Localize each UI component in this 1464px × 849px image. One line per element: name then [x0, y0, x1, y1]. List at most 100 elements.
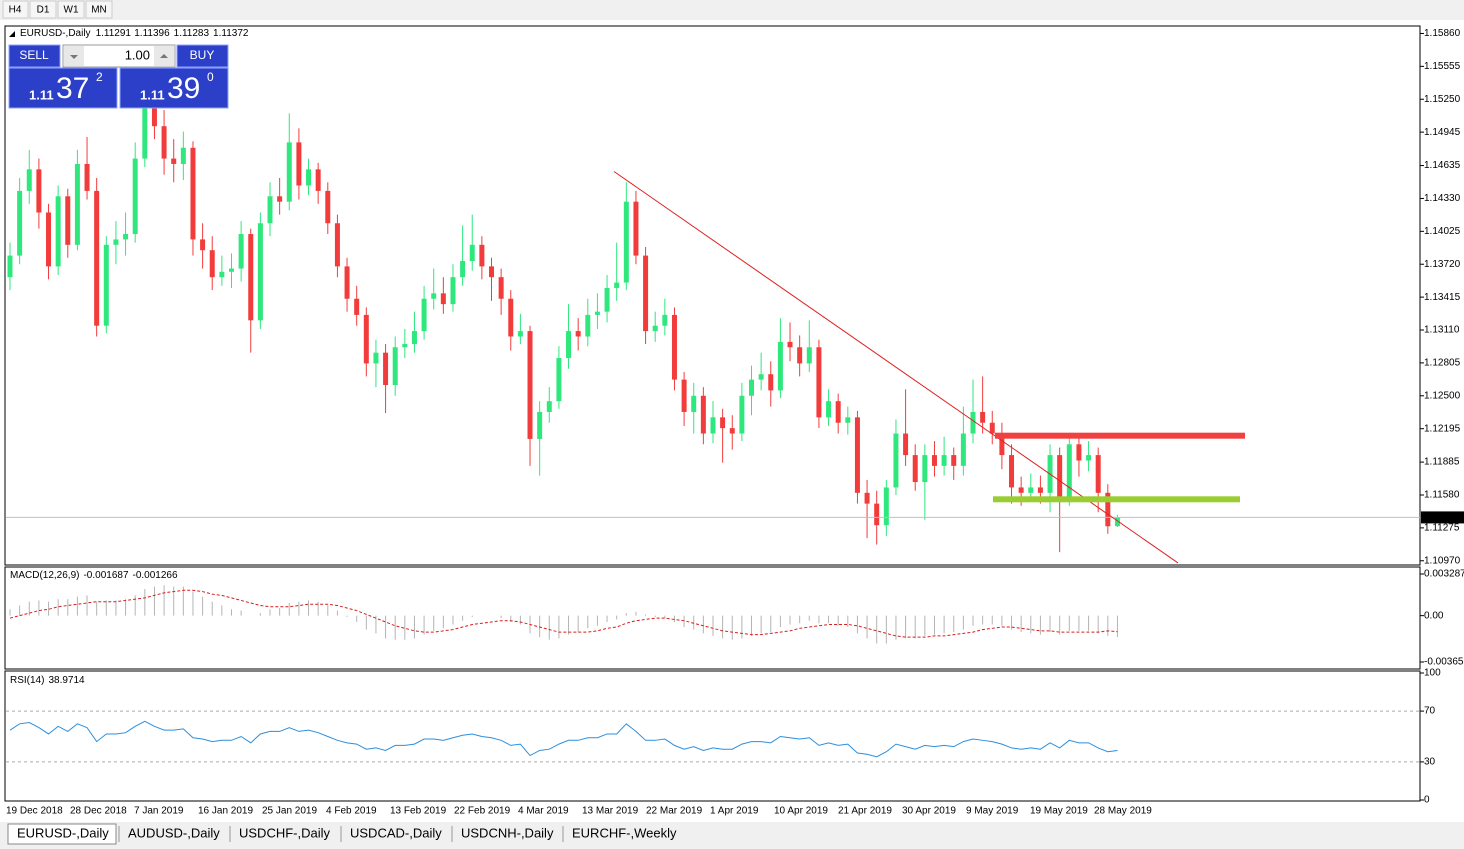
- candle-body: [479, 244, 485, 267]
- candle-body: [806, 347, 812, 364]
- candle-body: [383, 352, 389, 385]
- candle-body: [26, 169, 32, 191]
- candle-body: [768, 374, 774, 391]
- candle-body: [912, 455, 918, 483]
- y-tick-label: 1.12805: [1424, 358, 1461, 369]
- candle-body: [65, 196, 71, 245]
- tf-button[interactable]: [57, 0, 85, 19]
- trade-panel: SELL 1.00 BUY 1.11 37 2 1.11 39 0: [8, 44, 229, 109]
- resistance-zone: [995, 432, 1245, 439]
- tf-button[interactable]: [29, 0, 57, 19]
- low: 1.11283: [174, 28, 210, 39]
- candle-body: [209, 250, 215, 278]
- timeframes: H4 D1 W1 MN: [2, 0, 113, 19]
- candle-body: [1028, 487, 1034, 493]
- y-tick-label: 1.13720: [1424, 259, 1461, 270]
- macd-value: -0.001687: [83, 570, 128, 581]
- candle-body: [1018, 487, 1024, 493]
- x-tick-label: 4 Feb 2019: [326, 806, 377, 817]
- candle-body: [826, 401, 832, 418]
- ask-fraction: 0: [207, 70, 214, 84]
- open: 1.11291: [96, 28, 132, 39]
- candle-body: [421, 298, 427, 332]
- tab-label[interactable]: USDCAD-,Daily: [350, 825, 442, 840]
- tab-label[interactable]: EURCHF-,Weekly: [572, 825, 677, 840]
- candle-body: [720, 417, 726, 429]
- sell-button[interactable]: [8, 44, 61, 68]
- tab[interactable]: [7, 823, 117, 845]
- candle-body: [508, 298, 514, 337]
- bid-figure: 1.11: [29, 87, 54, 102]
- tf-label[interactable]: H4: [9, 5, 22, 16]
- ask-box[interactable]: [119, 67, 229, 109]
- down-arrow: [70, 55, 78, 59]
- x-tick-label: 19 May 2019: [1030, 806, 1088, 817]
- candle-body: [440, 293, 446, 305]
- lot-input[interactable]: [62, 44, 176, 68]
- tab[interactable]: [119, 824, 227, 844]
- candle-body: [344, 266, 350, 299]
- y-tick-label: -0.003659: [1424, 657, 1464, 668]
- buy-label[interactable]: BUY: [190, 48, 215, 62]
- tf-button[interactable]: [2, 0, 29, 19]
- candle-body: [556, 358, 562, 402]
- candle-body: [999, 433, 1005, 456]
- x-tick-label: 10 Apr 2019: [774, 806, 828, 817]
- candle-body: [55, 196, 61, 267]
- candle-body: [228, 268, 234, 272]
- candle-body: [1105, 492, 1111, 527]
- tab-label[interactable]: USDCHF-,Daily: [239, 825, 331, 840]
- candle-body: [334, 223, 340, 267]
- candle-body: [893, 433, 899, 488]
- tab[interactable]: [341, 824, 449, 844]
- candle-body: [113, 239, 119, 245]
- tab-label[interactable]: EURUSD-,Daily: [17, 825, 109, 840]
- y-tick-label: 70: [1424, 706, 1436, 717]
- buy-button[interactable]: [176, 44, 229, 68]
- candle-body: [594, 311, 600, 315]
- bid-fraction: 2: [96, 70, 103, 84]
- candle-body: [1086, 455, 1092, 461]
- candle-body: [363, 314, 369, 364]
- tf-label[interactable]: D1: [37, 5, 50, 16]
- close: 1.11372: [213, 28, 249, 39]
- x-tick-label: 28 Dec 2018: [70, 806, 127, 817]
- candle-body: [710, 417, 716, 434]
- candle-body: [537, 411, 543, 439]
- candle-body: [277, 196, 283, 202]
- y-tick-label: 1.14945: [1424, 127, 1461, 138]
- candle-body: [142, 83, 148, 159]
- tab-label[interactable]: AUDUSD-,Daily: [128, 825, 220, 840]
- candle-body: [951, 455, 957, 466]
- signal-line: [9, 589, 1118, 638]
- tab[interactable]: [230, 824, 338, 844]
- y-tick-label: 1.13110: [1424, 325, 1460, 336]
- tab[interactable]: [452, 824, 560, 844]
- ask-pips: 39: [167, 72, 200, 105]
- y-tick-label: 1.14025: [1424, 226, 1461, 237]
- candle-body: [1057, 455, 1063, 499]
- collapse-icon[interactable]: [9, 31, 15, 37]
- rsi-panel: [4, 670, 1421, 802]
- price-label-box: [1421, 511, 1464, 524]
- tab-label[interactable]: USDCNH-,Daily: [461, 825, 554, 840]
- sell-label[interactable]: SELL: [19, 48, 49, 62]
- candle-body: [517, 331, 523, 337]
- candle-body: [566, 331, 572, 359]
- candle-body: [373, 352, 379, 364]
- candle-body: [469, 244, 475, 261]
- signal-value: -0.001266: [133, 570, 178, 581]
- candle-body: [575, 331, 581, 337]
- x-tick-label: 25 Jan 2019: [262, 806, 317, 817]
- candle-body: [1066, 444, 1072, 499]
- tf-label[interactable]: MN: [91, 5, 107, 16]
- tf-label[interactable]: W1: [64, 5, 79, 16]
- candle-body: [296, 142, 302, 186]
- tab[interactable]: [563, 824, 678, 844]
- tf-button[interactable]: [85, 0, 113, 19]
- lot-value[interactable]: 1.00: [125, 47, 150, 62]
- bid-box[interactable]: [8, 67, 118, 109]
- x-tick-label: 21 Apr 2019: [838, 806, 892, 817]
- candle-body: [1095, 455, 1101, 493]
- candle-body: [922, 455, 928, 483]
